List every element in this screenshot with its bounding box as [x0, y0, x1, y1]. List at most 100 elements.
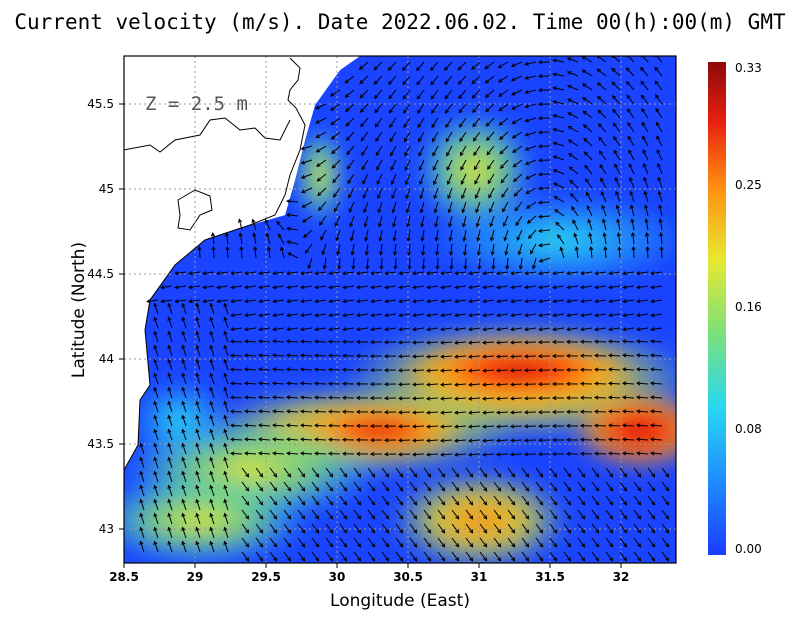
- velocity-arrow-head: [195, 344, 200, 350]
- velocity-arrow: [553, 285, 565, 289]
- velocity-arrow-head: [272, 285, 277, 290]
- velocity-arrow: [367, 467, 376, 478]
- velocity-arrow: [412, 439, 425, 442]
- velocity-arrow: [224, 457, 229, 469]
- velocity-arrow-head: [153, 484, 158, 490]
- velocity-arrow-head: [405, 209, 410, 214]
- velocity-arrow-head: [313, 451, 319, 456]
- velocity-arrow: [591, 551, 599, 562]
- velocity-arrow: [334, 215, 341, 227]
- velocity-arrow: [325, 509, 334, 520]
- velocity-arrow: [611, 81, 621, 91]
- velocity-arrow-head: [287, 487, 292, 492]
- velocity-arrow-head: [510, 285, 515, 290]
- velocity-arrow: [361, 145, 369, 156]
- velocity-arrow-head: [304, 249, 309, 254]
- velocity-arrow-head: [628, 149, 633, 154]
- velocity-arrow-head: [257, 381, 263, 386]
- velocity-arrow: [371, 313, 383, 317]
- velocity-arrow-head: [181, 316, 186, 322]
- velocity-arrow-head: [509, 396, 515, 401]
- velocity-arrow-head: [552, 86, 557, 91]
- velocity-arrow: [301, 145, 313, 150]
- velocity-arrow-head: [524, 132, 530, 137]
- velocity-arrow: [375, 145, 383, 156]
- velocity-arrow-head: [467, 438, 473, 443]
- velocity-arrow-head: [360, 137, 365, 142]
- velocity-arrow-head: [211, 245, 216, 251]
- velocity-arrow: [286, 200, 299, 203]
- velocity-arrow: [255, 467, 264, 478]
- velocity-arrow-head: [210, 232, 216, 237]
- velocity-arrow: [477, 243, 481, 255]
- velocity-arrow-head: [567, 139, 573, 144]
- velocity-arrow-head: [181, 372, 186, 378]
- velocity-arrow: [479, 495, 488, 506]
- velocity-arrow: [154, 541, 159, 553]
- velocity-arrow: [272, 340, 285, 343]
- velocity-arrow-head: [441, 557, 446, 562]
- velocity-arrow: [402, 61, 411, 71]
- velocity-arrow-head: [581, 543, 586, 548]
- velocity-arrow: [569, 166, 579, 175]
- velocity-arrow-head: [195, 456, 200, 462]
- velocity-arrow-head: [579, 451, 585, 456]
- velocity-arrow: [339, 495, 348, 506]
- velocity-arrow-head: [621, 395, 627, 400]
- velocity-arrow-head: [427, 473, 432, 478]
- velocity-arrow-head: [301, 501, 306, 506]
- velocity-arrow-head: [411, 368, 417, 373]
- y-tick-label: 45.5: [87, 97, 114, 111]
- velocity-arrow-head: [517, 251, 522, 256]
- velocity-arrow-head: [209, 456, 214, 462]
- velocity-arrow: [451, 537, 460, 548]
- velocity-arrow: [168, 303, 173, 315]
- velocity-arrow: [482, 411, 495, 414]
- velocity-arrow-head: [371, 529, 376, 534]
- velocity-arrow: [314, 424, 327, 427]
- velocity-arrow-head: [329, 543, 334, 548]
- velocity-arrow: [182, 485, 187, 497]
- velocity-arrow: [441, 285, 453, 289]
- velocity-arrow-head: [301, 203, 306, 208]
- velocity-arrow-head: [139, 512, 144, 518]
- velocity-arrow: [591, 467, 599, 478]
- velocity-arrow-head: [244, 271, 249, 276]
- velocity-arrow-head: [370, 271, 375, 276]
- velocity-arrow-head: [181, 428, 186, 434]
- velocity-arrow-head: [371, 501, 376, 506]
- velocity-arrow: [339, 467, 348, 478]
- velocity-arrow-head: [579, 353, 585, 358]
- velocity-arrow: [154, 499, 159, 511]
- velocity-arrow-head: [537, 116, 543, 121]
- velocity-arrow-head: [245, 473, 250, 478]
- velocity-arrow-head: [153, 386, 158, 392]
- velocity-arrow: [468, 453, 481, 456]
- velocity-arrow: [491, 243, 495, 255]
- velocity-arrow: [521, 537, 529, 548]
- velocity-arrow: [598, 123, 607, 133]
- velocity-arrow-head: [566, 84, 572, 89]
- velocity-arrow-head: [595, 501, 600, 506]
- velocity-arrow: [426, 453, 439, 456]
- velocity-arrow: [328, 340, 341, 343]
- velocity-arrow-head: [511, 120, 516, 124]
- velocity-arrow: [440, 355, 453, 358]
- velocity-arrow: [448, 201, 453, 213]
- velocity-arrow-head: [486, 151, 491, 156]
- velocity-arrow: [510, 341, 523, 344]
- velocity-arrow: [465, 551, 474, 562]
- velocity-arrow: [584, 165, 593, 175]
- velocity-arrow-head: [225, 245, 230, 251]
- velocity-arrow: [500, 159, 509, 169]
- velocity-arrow: [409, 551, 418, 562]
- velocity-arrow-head: [525, 175, 530, 180]
- velocity-arrow-head: [371, 473, 376, 478]
- velocity-arrow: [381, 509, 390, 520]
- velocity-arrow-head: [665, 487, 670, 492]
- velocity-arrow: [446, 145, 453, 156]
- velocity-arrow: [577, 551, 585, 562]
- velocity-arrow-head: [537, 186, 543, 191]
- velocity-arrow-head: [595, 529, 600, 534]
- velocity-arrow-head: [449, 265, 454, 271]
